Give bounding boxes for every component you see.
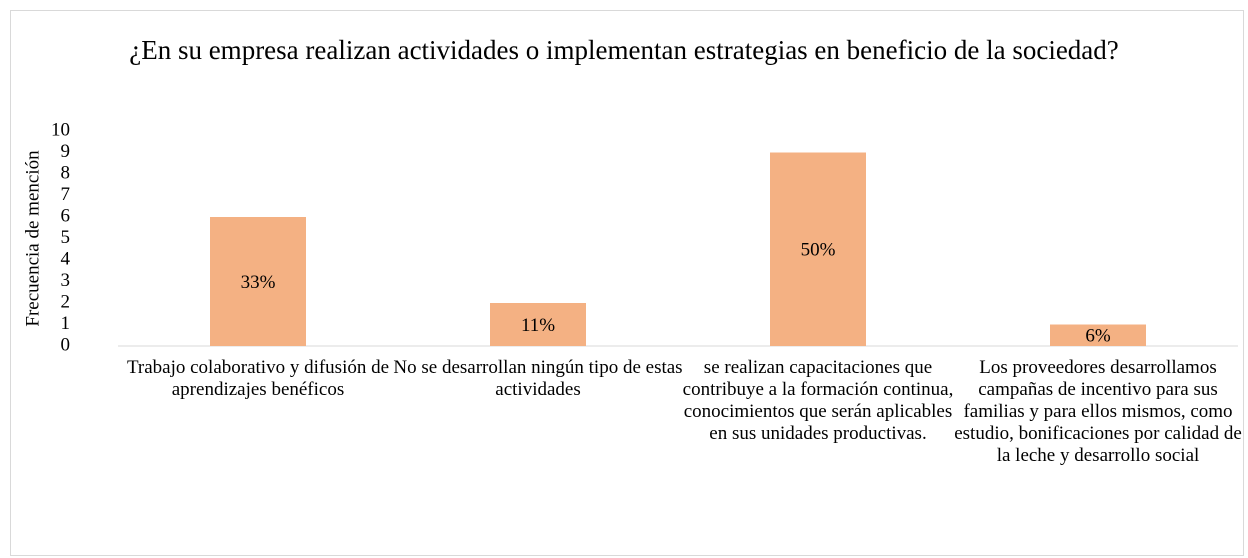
chart-title: ¿En su empresa realizan actividades o im…: [129, 35, 1119, 65]
data-label: 33%: [241, 272, 276, 293]
bar: [490, 303, 586, 346]
chart-frame: [10, 10, 1244, 556]
y-tick-label: 9: [61, 141, 71, 162]
y-tick-label: 1: [61, 313, 71, 334]
y-tick-label: 0: [61, 334, 71, 355]
y-tick-label: 5: [61, 227, 71, 248]
y-tick-label: 2: [61, 291, 71, 312]
data-label: 11%: [521, 315, 555, 336]
y-tick-label: 6: [61, 205, 71, 226]
y-tick-label: 4: [61, 248, 71, 269]
bar: [210, 217, 306, 346]
data-label: 6%: [1085, 326, 1111, 347]
x-tick-label: se realizan capacitaciones que contribuy…: [682, 357, 954, 444]
bar: [770, 152, 866, 346]
x-tick-label: Los proveedores desarrollamos campañas d…: [954, 357, 1242, 466]
y-tick-label: 8: [61, 162, 71, 183]
data-label: 50%: [801, 240, 836, 261]
y-tick-label: 3: [61, 270, 71, 291]
y-tick-label: 7: [61, 184, 71, 205]
y-axis-title: Frecuencia de mención: [22, 150, 43, 327]
y-tick-label: 10: [51, 119, 70, 140]
x-tick-label: Trabajo colaborativo y difusión de apren…: [126, 357, 390, 400]
x-tick-label: No se desarrollan ningún tipo de estas a…: [393, 357, 683, 400]
bar: [1050, 324, 1146, 346]
